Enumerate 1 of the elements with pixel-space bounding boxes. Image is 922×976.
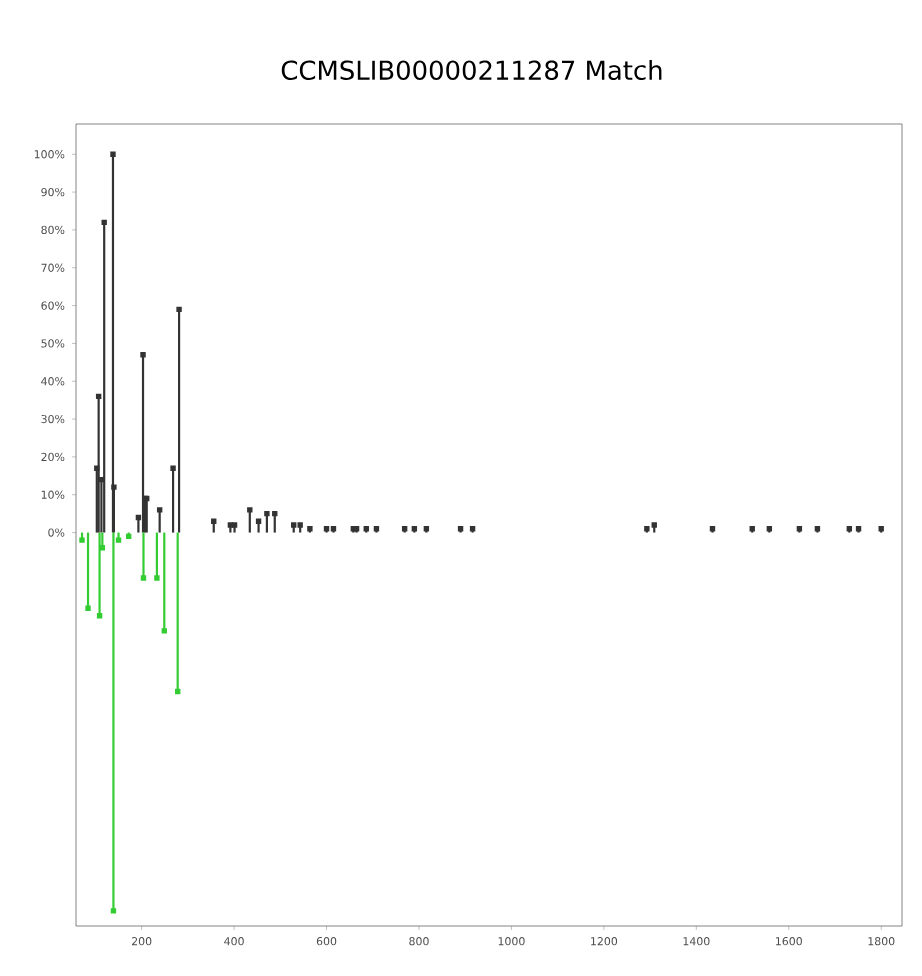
chart-title: CCMSLIB00000211287 Match (281, 59, 662, 81)
